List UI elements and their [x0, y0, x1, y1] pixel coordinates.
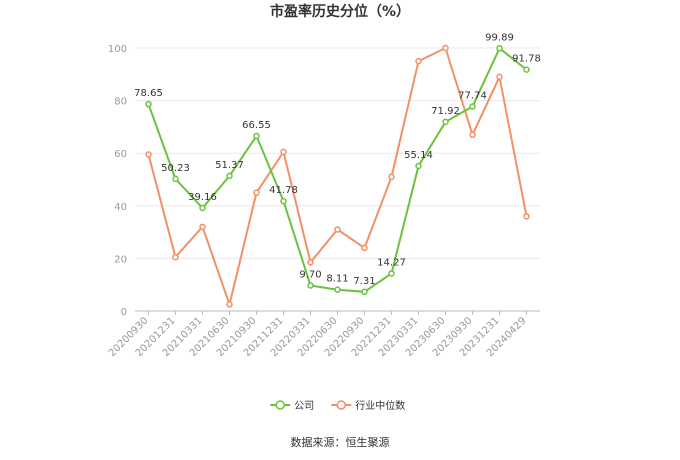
legend-item-0[interactable]: 公司 — [270, 400, 314, 412]
data-point[interactable] — [442, 118, 449, 126]
data-point[interactable] — [145, 151, 152, 158]
data-point[interactable] — [523, 66, 530, 73]
data-point[interactable] — [280, 197, 287, 205]
data-point[interactable] — [415, 57, 422, 65]
data-label: 9.70 — [299, 269, 321, 280]
legend-swatch-marker — [275, 400, 285, 410]
data-point[interactable] — [334, 286, 341, 293]
data-point[interactable] — [415, 162, 422, 170]
data-point[interactable] — [523, 213, 530, 220]
data-label: 66.55 — [242, 120, 271, 131]
data-point[interactable] — [172, 253, 179, 261]
legend-swatch-marker — [336, 400, 346, 410]
data-point[interactable] — [307, 282, 314, 289]
data-point[interactable] — [388, 270, 395, 277]
data-point[interactable] — [199, 223, 206, 231]
data-point[interactable] — [496, 45, 503, 52]
data-label: 99.89 — [485, 32, 514, 43]
series-line — [147, 46, 528, 308]
data-point[interactable] — [334, 226, 341, 233]
y-tick-label: 60 — [114, 149, 127, 160]
data-label: 51.37 — [215, 160, 244, 171]
y-tick-label: 0 — [121, 307, 127, 318]
data-label: 78.65 — [134, 88, 163, 99]
legend-item-1[interactable]: 行业中位数 — [331, 399, 405, 412]
data-point[interactable] — [172, 175, 179, 183]
data-label: 7.31 — [353, 276, 375, 287]
data-label: 71.92 — [431, 106, 460, 117]
data-point[interactable] — [361, 288, 368, 296]
y-tick-label: 80 — [114, 97, 127, 108]
data-point[interactable] — [226, 301, 233, 308]
legend-label: 行业中位数 — [355, 399, 405, 412]
data-source-note: 数据来源：恒生聚源 — [291, 435, 390, 449]
x-axis-ticks: 2020093020201231202103312021063020210930… — [107, 311, 529, 359]
data-point[interactable] — [496, 73, 503, 81]
chart-title: 市盈率历史分位（%） — [270, 3, 410, 20]
data-point[interactable] — [469, 131, 476, 139]
data-label: 55.14 — [404, 150, 433, 161]
data-label: 41.78 — [269, 185, 298, 196]
data-label: 50.23 — [161, 163, 190, 174]
data-label: 77.74 — [458, 91, 487, 102]
data-point[interactable] — [199, 204, 206, 212]
series-0 — [145, 45, 530, 296]
series-line — [147, 46, 528, 293]
y-tick-label: 20 — [114, 254, 127, 265]
data-point[interactable] — [253, 189, 260, 196]
data-point[interactable] — [469, 103, 476, 110]
data-label: 39.16 — [188, 192, 217, 203]
data-label: 91.78 — [512, 54, 541, 65]
grid-lines — [135, 47, 540, 312]
y-axis-ticks: 0 20 40 60 80 100 — [108, 44, 127, 318]
data-label: 8.11 — [326, 274, 348, 285]
data-point[interactable] — [226, 172, 233, 180]
data-labels: 78.65 50.23 39.16 51.37 66.55 41.78 9.70 8.11 7.… — [134, 32, 541, 286]
y-tick-label: 100 — [108, 44, 127, 55]
data-point[interactable] — [307, 259, 314, 266]
data-point[interactable] — [253, 132, 260, 140]
y-tick-label: 40 — [114, 202, 127, 213]
series-layer — [145, 44, 530, 308]
data-point[interactable] — [145, 100, 152, 108]
legend[interactable]: 公司 行业中位数 — [270, 399, 405, 412]
data-point[interactable] — [280, 148, 287, 156]
data-label: 14.27 — [377, 257, 406, 268]
data-point[interactable] — [361, 244, 368, 252]
data-point[interactable] — [388, 173, 395, 181]
data-point[interactable] — [442, 44, 449, 52]
series-1 — [145, 44, 530, 308]
legend-label: 公司 — [294, 401, 314, 412]
